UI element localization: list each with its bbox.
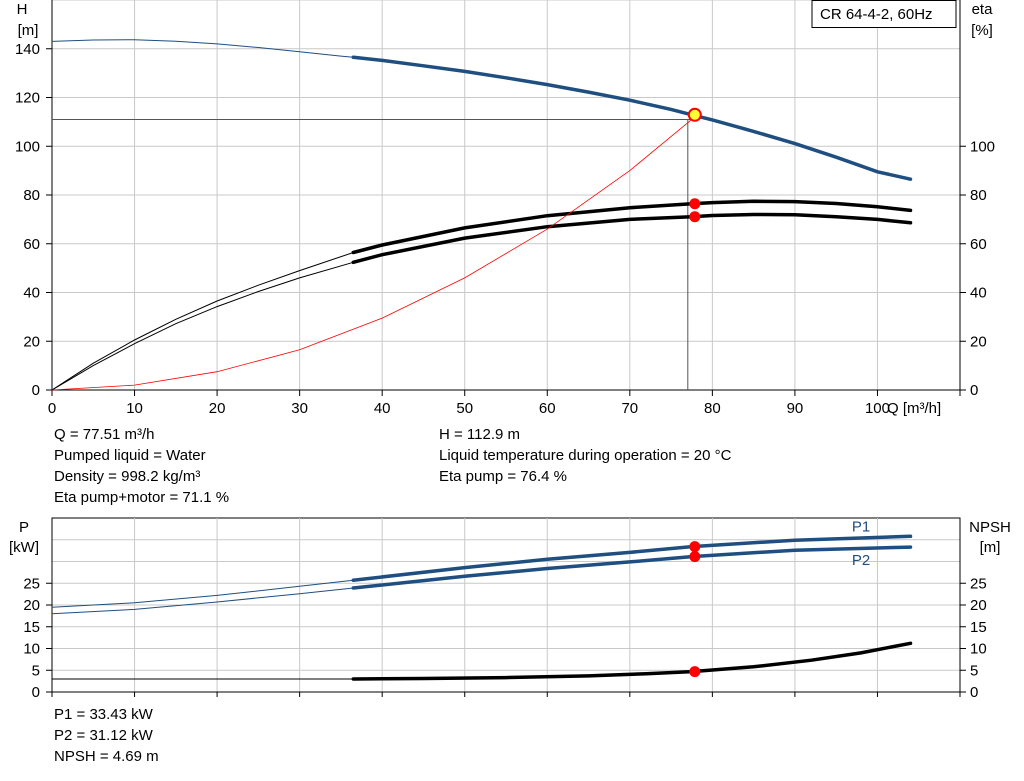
top-right-axis-title: eta <box>972 1 994 18</box>
bottom-p1-curve-operating-range <box>351 534 913 582</box>
p2-series-label: P2 <box>852 552 870 569</box>
top-left-tick-label: 100 <box>15 138 40 155</box>
bottom-p2-curve-extended <box>51 587 354 615</box>
info-npsh: NPSH = 4.69 m <box>54 748 159 765</box>
bottom-p2-curve-operating-range <box>351 545 913 590</box>
info-pumped-liquid: Pumped liquid = Water <box>54 447 206 464</box>
bottom-right-tick-label: 25 <box>970 575 987 592</box>
top-eta-pump-curve-extended <box>51 252 354 391</box>
x-tick-label: 100 <box>865 400 890 417</box>
bottom-left-tick-label: 5 <box>32 662 40 679</box>
bottom-right-tick-label: 5 <box>970 662 978 679</box>
top-left-tick-label: 60 <box>23 236 40 253</box>
top-right-tick-label: 40 <box>970 285 987 302</box>
top-eta-total-curve-operating-range <box>351 212 913 265</box>
x-tick-label: 80 <box>704 400 721 417</box>
bottom-right-tick-label: 15 <box>970 619 987 636</box>
top-left-axis-title: H <box>17 1 28 18</box>
bottom-left-tick-label: 15 <box>23 619 40 636</box>
chart-title: CR 64-4-2, 60Hz <box>820 6 933 23</box>
bottom-right-tick-label: 10 <box>970 641 987 658</box>
chart-title-box <box>811 0 957 28</box>
info-top-right: H = 112.9 m Liquid temperature during op… <box>439 424 731 487</box>
p1-series-label: P1 <box>852 518 870 535</box>
x-tick-label: 20 <box>209 400 226 417</box>
bottom-right-axis-unit: [m] <box>980 539 1001 556</box>
bottom-right-tick-label: 20 <box>970 597 987 614</box>
x-tick-label: 10 <box>126 400 143 417</box>
top-left-tick-label: 0 <box>32 382 40 399</box>
top-system-curve <box>51 119 693 391</box>
duty-point-marker <box>687 107 702 122</box>
x-tick-label: 30 <box>291 400 308 417</box>
bottom-left-tick-label: 25 <box>23 575 40 592</box>
info-head: H = 112.9 m <box>439 426 521 443</box>
x-tick-label: 0 <box>48 400 56 417</box>
eta-pump-marker <box>689 198 701 210</box>
x-tick-label: 90 <box>787 400 804 417</box>
info-p1: P1 = 33.43 kW <box>54 706 153 723</box>
info-p2: P2 = 31.12 kW <box>54 727 153 744</box>
eta-total-marker <box>689 211 701 223</box>
top-left-tick-label: 40 <box>23 285 40 302</box>
top-left-axis-unit: [m] <box>18 22 39 39</box>
p1-marker <box>689 541 701 553</box>
bottom-right-axis-title: NPSH <box>969 519 1011 536</box>
x-axis-label: Q [m³/h] <box>887 400 941 417</box>
top-h-curve-extended <box>51 39 354 58</box>
top-right-tick-label: 60 <box>970 236 987 253</box>
top-right-tick-label: 80 <box>970 187 987 204</box>
x-tick-label: 40 <box>374 400 391 417</box>
x-tick-label: 70 <box>621 400 638 417</box>
bottom-left-axis-title: P <box>19 519 29 536</box>
top-right-axis-unit: [%] <box>971 22 993 39</box>
info-bottom: P1 = 33.43 kW P2 = 31.12 kW NPSH = 4.69 … <box>54 704 159 767</box>
top-eta-total-curve-extended <box>51 261 354 391</box>
bottom-p1-curve-extended <box>51 579 354 608</box>
info-flow: Q = 77.51 m³/h <box>54 426 155 443</box>
info-eta-pump: Eta pump = 76.4 % <box>439 468 567 485</box>
bottom-left-tick-label: 10 <box>23 641 40 658</box>
bottom-right-tick-label: 0 <box>970 684 978 701</box>
top-left-tick-label: 20 <box>23 333 40 350</box>
top-h-curve-operating-range <box>351 55 913 181</box>
top-eta-pump-curve-operating-range <box>351 199 913 255</box>
p2-marker <box>689 551 701 563</box>
top-left-tick-label: 80 <box>23 187 40 204</box>
info-top-left: Q = 77.51 m³/h Pumped liquid = Water Den… <box>54 424 229 508</box>
x-tick-label: 60 <box>539 400 556 417</box>
top-right-tick-label: 20 <box>970 333 987 350</box>
info-eta-pump-motor: Eta pump+motor = 71.1 % <box>54 489 230 506</box>
info-density: Density = 998.2 kg/m³ <box>54 468 201 485</box>
bottom-left-axis-unit: [kW] <box>9 539 39 556</box>
top-right-tick-label: 100 <box>970 138 995 155</box>
bottom-npsh-curve-operating-range <box>351 641 913 681</box>
top-left-tick-label: 120 <box>15 90 40 107</box>
x-tick-label: 50 <box>456 400 473 417</box>
bottom-left-tick-label: 0 <box>32 684 40 701</box>
bottom-left-tick-label: 20 <box>23 597 40 614</box>
top-left-tick-label: 140 <box>15 41 40 58</box>
npsh-marker <box>689 666 701 678</box>
info-liquid-temperature: Liquid temperature during operation = 20… <box>439 447 732 464</box>
top-right-tick-label: 0 <box>970 382 978 399</box>
